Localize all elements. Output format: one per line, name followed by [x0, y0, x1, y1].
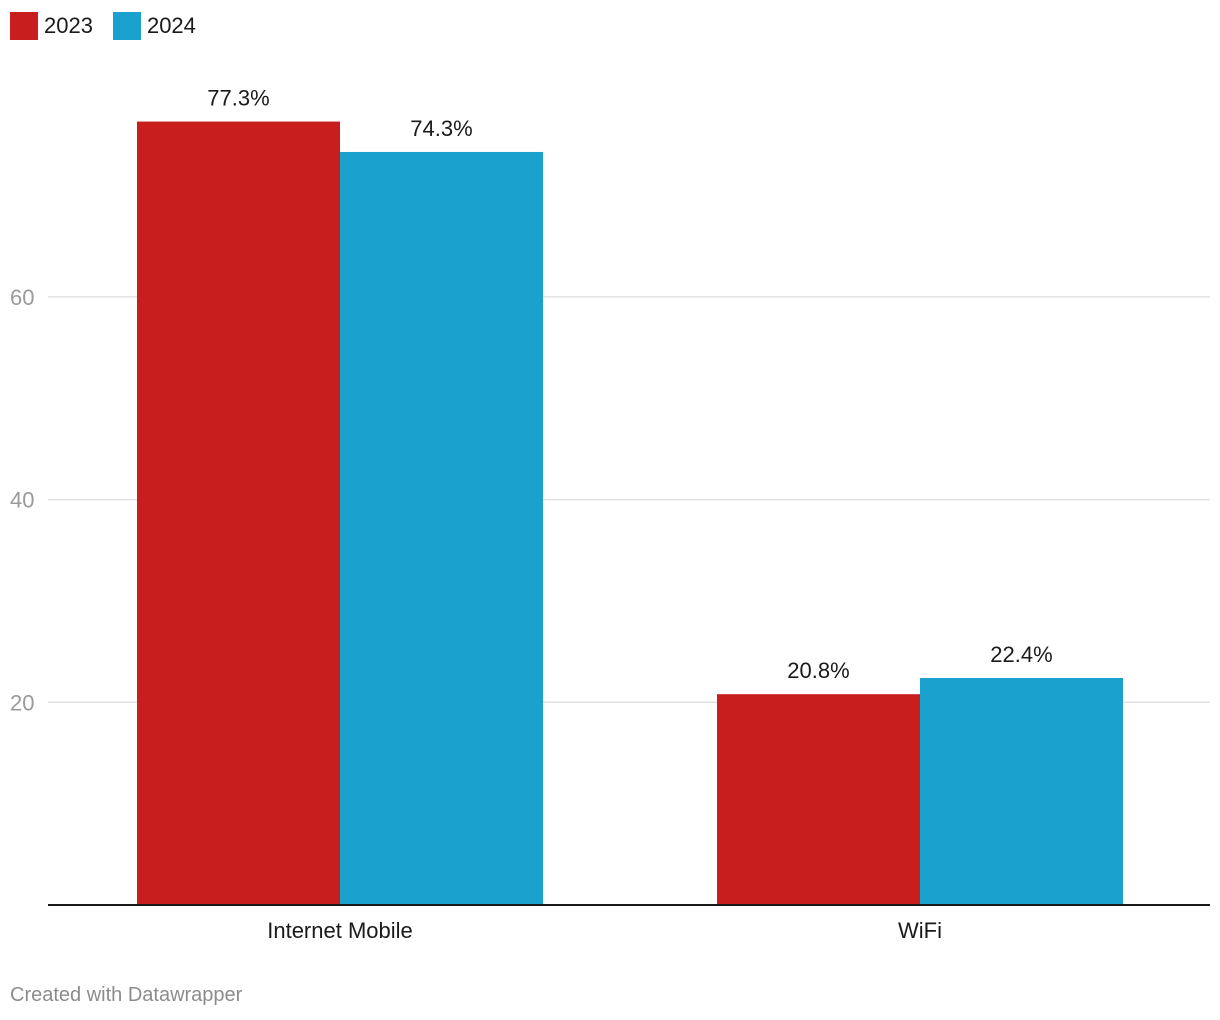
data-label-2023-1: 20.8% — [787, 658, 849, 683]
legend-item-2024: 2024 — [112, 12, 196, 40]
legend-swatch-2023 — [10, 12, 38, 40]
data-label-2024-0: 74.3% — [410, 116, 472, 141]
y-tick-label-20: 20 — [10, 690, 34, 715]
data-label-2023-0: 77.3% — [207, 86, 269, 111]
y-tick-label-60: 60 — [10, 285, 34, 310]
x-tick-label-0: Internet Mobile — [267, 918, 413, 943]
footer-credit: Created with Datawrapper — [10, 984, 243, 1006]
y-tick-label-40: 40 — [10, 488, 34, 513]
x-tick-label-1: WiFi — [898, 918, 942, 943]
legend: 2023 2024 — [10, 12, 216, 40]
bar-2023-1 — [717, 694, 920, 905]
legend-item-2023: 2023 — [10, 12, 93, 40]
bar-2023-0 — [137, 121, 340, 905]
data-label-2024-1: 22.4% — [990, 642, 1052, 667]
legend-swatch-2024 — [112, 12, 141, 40]
legend-label-2024: 2024 — [146, 13, 196, 38]
bar-2024-0 — [340, 151, 543, 906]
bar-2024-1 — [920, 677, 1123, 905]
legend-label-2023: 2023 — [44, 13, 93, 38]
